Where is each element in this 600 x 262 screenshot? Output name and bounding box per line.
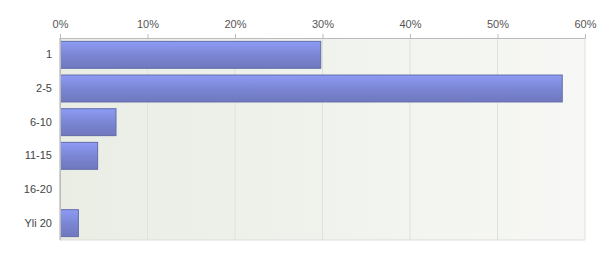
tick: 16-20 bbox=[24, 183, 60, 195]
grid-line bbox=[410, 38, 411, 240]
tick-mark bbox=[148, 34, 149, 38]
tick: 10% bbox=[137, 18, 159, 38]
x-axis-line bbox=[61, 34, 586, 39]
tick-mark bbox=[585, 34, 586, 38]
tick: 0% bbox=[53, 18, 69, 38]
category-label: 1 bbox=[46, 48, 52, 60]
category-label: 11-15 bbox=[25, 149, 52, 161]
grid-line bbox=[60, 38, 61, 240]
category-label: 6-10 bbox=[30, 116, 52, 128]
tick-label: 10% bbox=[137, 18, 159, 30]
chart-container: 0% 10% 20% 30% 40% 50% 60% 1 2-5 6-10 11-15 16-20 Yl… bbox=[0, 0, 600, 262]
tick-mark bbox=[60, 34, 61, 38]
tick-label: 60% bbox=[574, 18, 596, 30]
tick-mark bbox=[410, 34, 411, 38]
tick: 11-15 bbox=[25, 149, 60, 161]
plot-frame-left bbox=[60, 38, 61, 240]
y-axis: 1 2-5 6-10 11-15 16-20 Yli 20 bbox=[24, 39, 61, 241]
bars bbox=[60, 41, 562, 236]
bar bbox=[60, 142, 98, 169]
bar bbox=[60, 41, 321, 68]
plot-background bbox=[60, 38, 585, 240]
grid bbox=[60, 38, 585, 240]
bar bbox=[60, 75, 562, 102]
bar bbox=[60, 210, 78, 237]
tick: 6-10 bbox=[30, 116, 60, 128]
y-axis-line bbox=[60, 39, 61, 241]
grid-line bbox=[585, 38, 586, 240]
grid-line bbox=[497, 38, 498, 240]
category-label: 16-20 bbox=[24, 183, 52, 195]
tick: 2-5 bbox=[36, 82, 60, 94]
tick-label: 40% bbox=[399, 18, 421, 30]
tick-label: 50% bbox=[487, 18, 509, 30]
tick: 30% bbox=[312, 18, 334, 38]
tick: Yli 20 bbox=[24, 217, 60, 229]
chart: 0% 10% 20% 30% 40% 50% 60% 1 2-5 6-10 11-15 16-20 Yl… bbox=[0, 0, 600, 262]
tick: 1 bbox=[46, 48, 60, 60]
category-label: 2-5 bbox=[36, 82, 52, 94]
bar bbox=[60, 109, 116, 136]
tick-mark bbox=[235, 34, 236, 38]
tick: 20% bbox=[224, 18, 246, 38]
x-axis: 0% 10% 20% 30% 40% 50% 60% bbox=[53, 18, 597, 39]
category-label: Yli 20 bbox=[24, 217, 52, 229]
tick-mark bbox=[498, 34, 499, 38]
tick: 40% bbox=[399, 18, 421, 38]
tick: 60% bbox=[574, 18, 596, 38]
tick-label: 30% bbox=[312, 18, 334, 30]
tick-mark bbox=[323, 34, 324, 38]
tick: 50% bbox=[487, 18, 509, 38]
plot-frame-bottom bbox=[60, 240, 585, 241]
tick-label: 0% bbox=[53, 18, 69, 30]
tick-label: 20% bbox=[224, 18, 246, 30]
grid-line bbox=[322, 38, 323, 240]
plot: 0% 10% 20% 30% 40% 50% 60% 1 2-5 6-10 11-15 16-20 Yl… bbox=[24, 18, 597, 241]
